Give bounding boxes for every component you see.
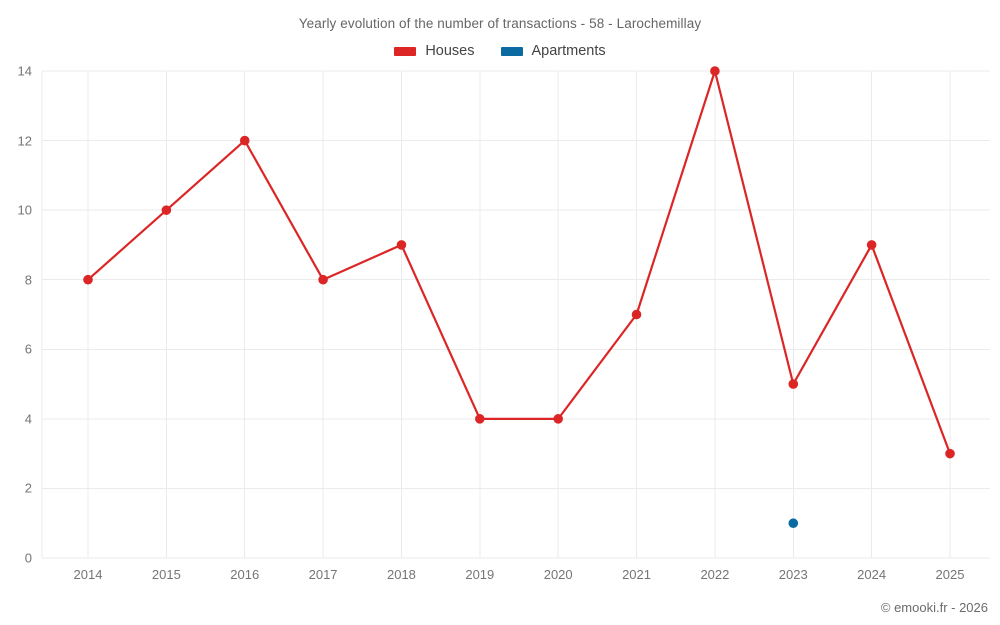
y-axis-tick-label: 4 bbox=[24, 411, 32, 427]
data-point[interactable] bbox=[788, 518, 799, 529]
x-axis-tick-label: 2015 bbox=[151, 567, 181, 582]
y-axis-tick-label: 14 bbox=[17, 63, 32, 79]
x-axis-tick-label: 2022 bbox=[700, 567, 730, 582]
legend-label: Apartments bbox=[531, 43, 606, 59]
x-axis-tick-label: 2021 bbox=[622, 567, 651, 582]
y-axis-tick-label: 12 bbox=[17, 133, 32, 149]
x-axis-tick-label: 2025 bbox=[935, 567, 965, 582]
footer-credit: © emooki.fr - 2026 bbox=[880, 600, 988, 615]
x-axis-tick-label: 2018 bbox=[386, 567, 416, 582]
legend-item-apartments[interactable]: Apartments bbox=[500, 43, 606, 59]
x-axis-tick-label: 2020 bbox=[543, 567, 573, 582]
legend-swatch-icon bbox=[500, 46, 523, 56]
x-axis-tick-label: 2023 bbox=[778, 567, 808, 582]
x-axis-tick-label: 2024 bbox=[857, 567, 887, 582]
legend-item-houses[interactable]: Houses bbox=[394, 43, 475, 59]
data-point[interactable] bbox=[318, 274, 328, 285]
y-axis-tick-label: 0 bbox=[24, 550, 32, 566]
data-point[interactable] bbox=[866, 240, 877, 250]
series-houses bbox=[83, 66, 955, 459]
data-point[interactable] bbox=[788, 379, 799, 389]
y-axis-tick-label: 6 bbox=[24, 341, 32, 357]
data-point[interactable] bbox=[631, 309, 642, 320]
chart-title: Yearly evolution of the number of transa… bbox=[298, 16, 702, 31]
x-axis-tick-label: 2017 bbox=[308, 567, 338, 582]
x-axis-tick-label: 2014 bbox=[73, 567, 103, 582]
data-point[interactable] bbox=[83, 274, 93, 285]
data-point[interactable] bbox=[161, 205, 172, 215]
grid-lines bbox=[41, 70, 990, 559]
chart-legend: Houses Apartments bbox=[0, 44, 1000, 59]
data-point[interactable] bbox=[945, 448, 955, 459]
legend-swatch-icon bbox=[394, 46, 417, 56]
legend-label: Houses bbox=[425, 43, 475, 59]
x-axis-tick-label: 2019 bbox=[465, 567, 495, 582]
y-axis-tick-label: 8 bbox=[24, 272, 32, 288]
y-axis: 0 2 4 6 8 10 12 14 bbox=[0, 0, 32, 625]
x-axis-tick-label: 2016 bbox=[230, 567, 260, 582]
y-axis-tick-label: 2 bbox=[24, 480, 32, 496]
y-axis-tick-label: 10 bbox=[17, 202, 32, 218]
series-apartments bbox=[788, 518, 799, 529]
data-point[interactable] bbox=[710, 66, 720, 76]
data-point[interactable] bbox=[239, 135, 250, 146]
data-point[interactable] bbox=[553, 414, 563, 424]
data-point[interactable] bbox=[396, 240, 407, 250]
data-point[interactable] bbox=[475, 414, 485, 424]
